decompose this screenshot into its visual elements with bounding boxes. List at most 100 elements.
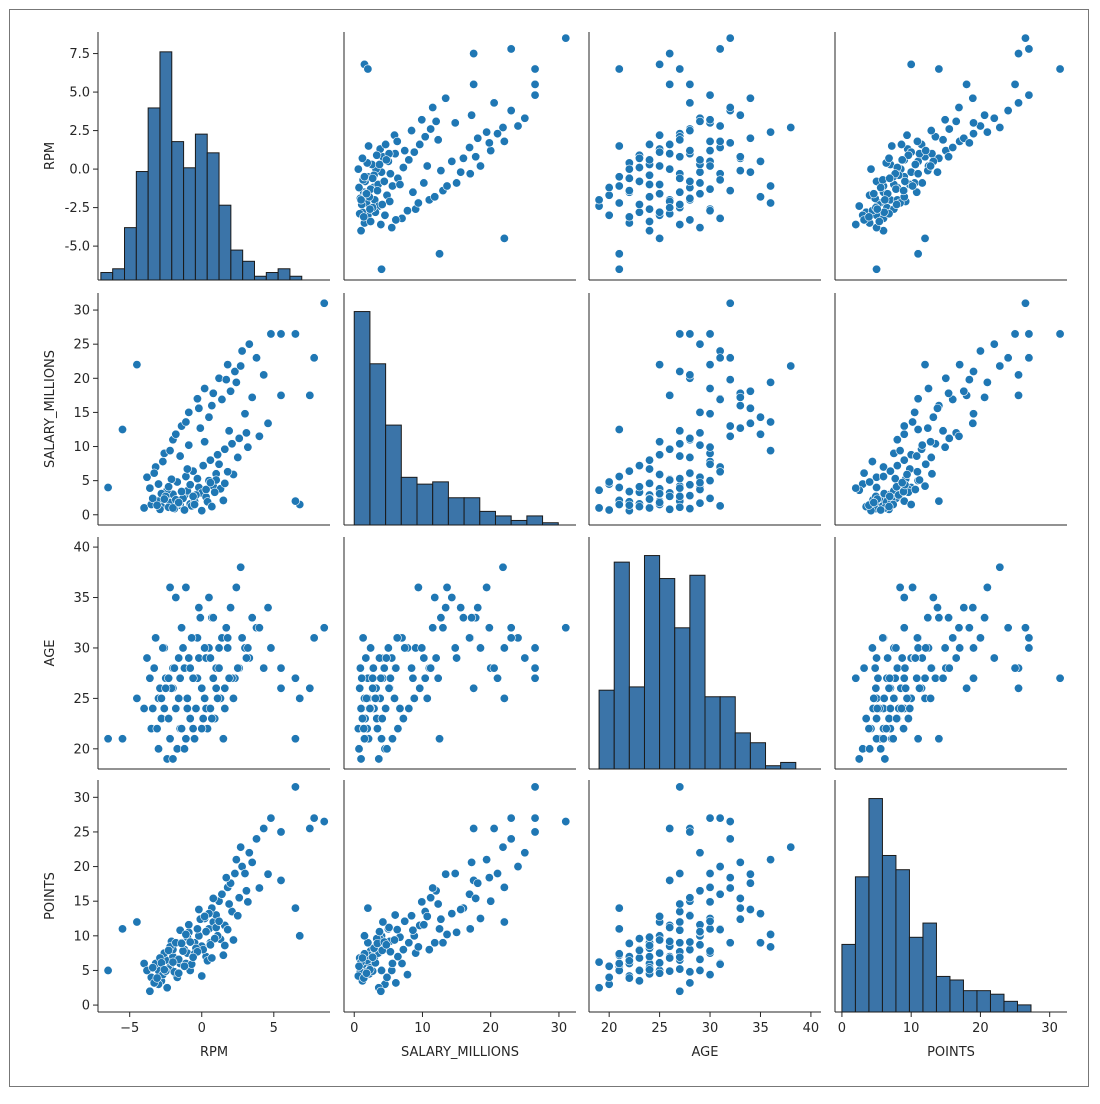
scatter-point bbox=[705, 946, 715, 956]
figure-frame: -5.0 -2.5 0.0 2.5 5.0 7.5 RPM 0 5 10 15 20 25 30 SALAR… bbox=[9, 9, 1089, 1087]
scatter-point bbox=[506, 623, 516, 633]
scatter-point bbox=[381, 703, 391, 713]
scatter-point bbox=[197, 724, 207, 734]
histogram-bar bbox=[765, 765, 782, 770]
histogram-bar bbox=[935, 975, 951, 1013]
scatter-point bbox=[896, 139, 906, 149]
scatter-point bbox=[624, 487, 634, 497]
scatter-point bbox=[917, 440, 927, 450]
scatter-point bbox=[755, 938, 765, 948]
scatter-point bbox=[889, 693, 899, 703]
scatter-point bbox=[458, 153, 468, 163]
scatter-point bbox=[450, 643, 460, 653]
scatter-point bbox=[204, 412, 214, 422]
scatter-point bbox=[912, 673, 922, 683]
scatter-point bbox=[305, 390, 315, 400]
scatter-point bbox=[899, 623, 909, 633]
scatter-point bbox=[912, 633, 922, 643]
scatter-point bbox=[926, 161, 936, 171]
scatter-point bbox=[869, 189, 879, 199]
scatter-point bbox=[624, 500, 634, 510]
scatter-point bbox=[685, 79, 695, 89]
scatter-point bbox=[493, 673, 503, 683]
scatter-point bbox=[745, 167, 755, 177]
x-tick-label: 30 bbox=[1041, 1021, 1058, 1036]
scatter-point bbox=[594, 957, 604, 967]
scatter-point bbox=[149, 663, 159, 673]
scatter-point bbox=[319, 623, 329, 633]
scatter-point bbox=[438, 623, 448, 633]
scatter-point bbox=[604, 961, 614, 971]
scatter-point bbox=[634, 200, 644, 210]
scatter-point bbox=[675, 964, 685, 974]
scatter-point bbox=[368, 173, 378, 183]
scatter-point bbox=[634, 953, 644, 963]
scatter-point bbox=[221, 375, 231, 385]
scatter-point bbox=[655, 130, 665, 140]
scatter-point bbox=[665, 875, 675, 885]
scatter-point bbox=[897, 155, 907, 165]
scatter-point bbox=[188, 673, 198, 683]
scatter-point bbox=[685, 491, 695, 501]
histogram-bar bbox=[598, 689, 615, 770]
scatter-point bbox=[237, 633, 247, 643]
scatter-point bbox=[241, 428, 251, 438]
scatter-point bbox=[359, 724, 369, 734]
scatter-point bbox=[923, 613, 933, 623]
scatter-point bbox=[210, 487, 220, 497]
scatter-point bbox=[506, 44, 516, 54]
scatter-point bbox=[675, 329, 685, 339]
scatter-point bbox=[357, 953, 367, 963]
scatter-point bbox=[391, 215, 401, 225]
scatter-point bbox=[228, 935, 238, 945]
scatter-point bbox=[685, 480, 695, 490]
scatter-point bbox=[220, 683, 230, 693]
scatter-point bbox=[433, 899, 443, 909]
scatter-point bbox=[207, 401, 217, 411]
scatter-point bbox=[634, 153, 644, 163]
scatter-point bbox=[408, 925, 418, 935]
scatter-point bbox=[675, 451, 685, 461]
scatter-point bbox=[695, 178, 705, 188]
scatter-point bbox=[484, 623, 494, 633]
scatter-point bbox=[263, 603, 273, 613]
y-tick-label: 10 bbox=[73, 440, 90, 455]
scatter-point bbox=[705, 813, 715, 823]
scatter-point bbox=[883, 653, 893, 663]
scatter-point bbox=[899, 593, 909, 603]
scatter-point bbox=[905, 703, 915, 713]
scatter-point bbox=[230, 366, 240, 376]
scatter-point bbox=[851, 673, 861, 683]
scatter-point bbox=[200, 437, 210, 447]
scatter-point bbox=[194, 905, 204, 915]
scatter-point bbox=[614, 172, 624, 182]
scatter-point bbox=[715, 501, 725, 511]
scatter-point bbox=[266, 329, 276, 339]
scatter-point bbox=[185, 663, 195, 673]
scatter-point bbox=[240, 868, 250, 878]
histogram-bar bbox=[674, 627, 691, 770]
scatter-point bbox=[362, 693, 372, 703]
scatter-point bbox=[436, 914, 446, 924]
scatter-point bbox=[755, 429, 765, 439]
scatter-point bbox=[400, 643, 410, 653]
scatter-point bbox=[896, 703, 906, 713]
scatter-point bbox=[705, 115, 715, 125]
scatter-point bbox=[665, 164, 675, 174]
histogram-bar bbox=[719, 696, 736, 770]
scatter-point bbox=[381, 155, 391, 165]
scatter-point bbox=[735, 893, 745, 903]
scatter-point bbox=[276, 827, 286, 837]
scatter-point bbox=[402, 206, 412, 216]
scatter-point bbox=[482, 855, 492, 865]
scatter-point bbox=[185, 937, 195, 947]
scatter-point bbox=[725, 102, 735, 112]
scatter-point bbox=[148, 963, 158, 973]
scatter-point bbox=[178, 946, 188, 956]
scatter-point bbox=[366, 216, 376, 226]
scatter-point bbox=[695, 478, 705, 488]
scatter-point bbox=[499, 643, 509, 653]
scatter-point bbox=[926, 693, 936, 703]
scatter-point bbox=[614, 141, 624, 151]
scatter-point bbox=[695, 339, 705, 349]
